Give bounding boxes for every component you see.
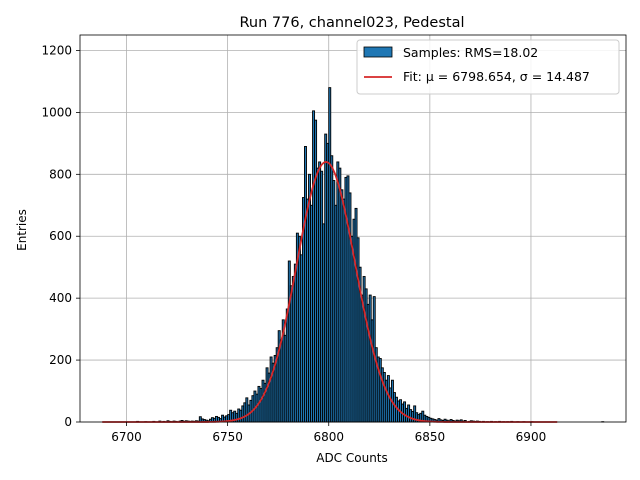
legend-fit-label: Fit: μ = 6798.654, σ = 14.487	[403, 69, 590, 84]
y-tick-label: 600	[49, 229, 72, 243]
legend-samples-swatch	[363, 46, 393, 58]
x-axis-ticks: 6700 6750 6800 6850 6900	[111, 422, 546, 444]
y-tick-label: 200	[49, 353, 72, 367]
y-tick-label: 1000	[41, 105, 72, 119]
x-tick-label: 6850	[415, 430, 446, 444]
x-tick-label: 6800	[313, 430, 344, 444]
legend-samples-label: Samples: RMS=18.02	[403, 45, 538, 60]
y-tick-label: 1200	[41, 43, 72, 57]
y-axis-ticks: 0 200 400 600 800 1000 1200	[41, 43, 80, 429]
x-tick-label: 6700	[111, 430, 142, 444]
legend: Samples: RMS=18.02 Fit: μ = 6798.654, σ …	[356, 39, 620, 95]
x-tick-label: 6900	[516, 430, 547, 444]
chart-title: Run 776, channel023, Pedestal	[239, 15, 464, 31]
x-tick-label: 6750	[212, 430, 243, 444]
plot-frame	[79, 34, 627, 423]
legend-box	[356, 39, 620, 95]
x-axis-label: ADC Counts	[316, 451, 388, 465]
y-tick-label: 0	[64, 415, 72, 429]
y-axis-label: Entries	[15, 209, 29, 251]
y-tick-label: 800	[49, 167, 72, 181]
y-tick-label: 400	[49, 291, 72, 305]
